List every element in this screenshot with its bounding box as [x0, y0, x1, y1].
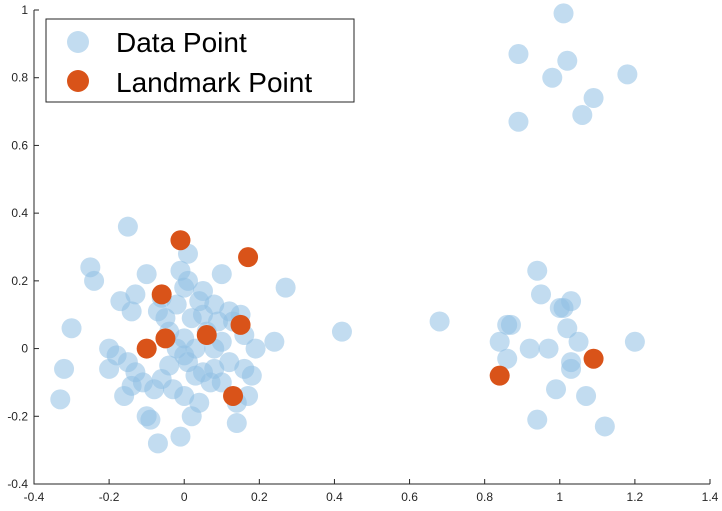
landmark-point-marker [151, 284, 172, 305]
data-point-marker [594, 416, 615, 437]
data-point-marker [576, 385, 597, 406]
landmark-point-marker [230, 314, 251, 335]
data-point-marker [531, 284, 551, 305]
data-point-marker [140, 409, 161, 430]
data-point-marker [147, 433, 168, 454]
data-point-marker [61, 318, 82, 339]
data-point-marker [121, 301, 142, 322]
data-point-marker [177, 270, 198, 291]
x-tick-label: 0.6 [401, 490, 418, 504]
data-point-marker [211, 264, 232, 285]
legend-marker-data-point [67, 31, 89, 53]
landmark-point-marker [155, 328, 176, 349]
x-tick-label: -0.4 [24, 490, 45, 504]
x-tick-label: 1.2 [627, 490, 644, 504]
data-point-marker [542, 67, 563, 88]
data-point-marker [508, 111, 529, 132]
data-point-marker [211, 331, 232, 352]
y-tick-label: 0.2 [11, 274, 28, 288]
data-point-marker [561, 291, 582, 312]
y-tick-label: 0.6 [11, 138, 28, 152]
data-point-marker [238, 385, 259, 406]
data-point-marker [331, 321, 352, 342]
data-point-marker [538, 338, 559, 359]
x-tick-label: 0 [181, 490, 188, 504]
landmark-point-marker [136, 338, 157, 359]
y-tick-label: -0.4 [7, 477, 28, 491]
data-point-marker [264, 331, 285, 352]
x-tick-label: 1.4 [702, 490, 719, 504]
data-point-marker [159, 355, 180, 376]
data-point-marker [50, 389, 71, 410]
legend: Data Point Landmark Point [45, 18, 355, 103]
x-tick-label: 1 [556, 490, 563, 504]
data-point-marker [568, 331, 589, 352]
data-point-marker [204, 294, 225, 315]
y-tick-label: 0 [21, 342, 28, 356]
data-point-marker [193, 281, 213, 302]
data-point-marker [211, 372, 232, 393]
landmark-point-marker [238, 247, 259, 268]
legend-label-landmark-point: Landmark Point [116, 67, 312, 98]
data-point-marker [553, 3, 574, 24]
data-point-marker [572, 104, 593, 125]
landmark-point-marker [489, 365, 510, 386]
x-tick-label: 0.4 [326, 490, 343, 504]
data-point-marker [519, 338, 540, 359]
data-point-marker [527, 260, 548, 281]
y-axis-ticks: -0.4 -0.2 0 0.2 0.4 0.6 0.8 1 [7, 3, 39, 491]
x-axis-ticks: -0.4 -0.2 0 0.2 0.4 0.6 0.8 1 1.2 1.4 [24, 479, 719, 504]
data-point-marker [117, 216, 138, 237]
data-point-marker [54, 358, 75, 379]
data-point-marker [170, 426, 191, 447]
data-point-marker [557, 318, 578, 339]
data-point-marker [219, 352, 240, 373]
data-point-marker [527, 409, 548, 430]
data-point-marker [241, 365, 262, 386]
data-point-marker [557, 50, 578, 71]
data-point-marker [166, 294, 187, 315]
data-point-marker [624, 331, 645, 352]
data-point-marker [275, 277, 296, 298]
legend-box [45, 18, 355, 103]
y-tick-label: 1 [21, 3, 28, 17]
data-point-marker [546, 379, 567, 400]
y-tick-label: 0.4 [11, 206, 28, 220]
data-point-marker [125, 284, 146, 305]
data-point-marker [429, 311, 450, 332]
landmark-point-marker [583, 348, 604, 369]
points-layer [50, 3, 645, 454]
data-point-marker [136, 264, 157, 285]
x-tick-label: 0.2 [251, 490, 268, 504]
data-point-marker [497, 348, 518, 369]
data-point-marker [189, 392, 210, 413]
legend-marker-landmark-point [67, 70, 89, 92]
data-point-marker [617, 64, 638, 85]
data-point-marker [174, 385, 195, 406]
data-point-marker [185, 338, 206, 359]
y-tick-label: -0.2 [7, 409, 28, 423]
data-point-marker [489, 331, 510, 352]
landmark-point-marker [170, 230, 191, 251]
landmark-point-marker [196, 325, 217, 346]
data-point-marker [226, 413, 247, 434]
data-point-marker [508, 44, 529, 65]
data-point-marker [583, 88, 604, 109]
data-point-marker [84, 270, 105, 291]
data-point-marker [245, 338, 266, 359]
x-tick-label: 0.8 [476, 490, 493, 504]
x-tick-label: -0.2 [99, 490, 120, 504]
data-point-marker [561, 358, 582, 379]
legend-label-data-point: Data Point [116, 27, 247, 58]
y-tick-label: 0.8 [11, 71, 28, 85]
landmark-point-marker [223, 385, 244, 406]
data-point-marker [500, 314, 521, 335]
